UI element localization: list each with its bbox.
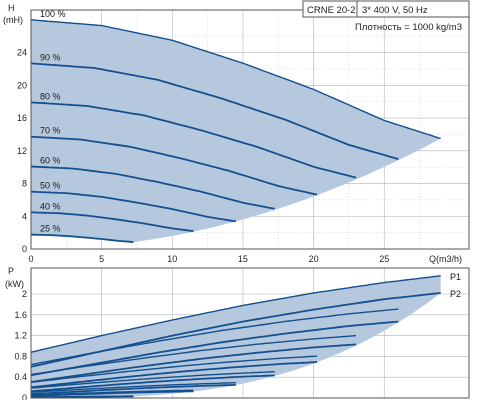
head-curve bbox=[31, 233, 134, 243]
head-y-tick-label: 16 bbox=[17, 113, 27, 123]
p2-curve bbox=[30, 320, 399, 377]
power-plot-frame bbox=[30, 267, 470, 399]
head-y-tick-label: 20 bbox=[17, 80, 27, 90]
p2-curve bbox=[30, 384, 236, 395]
x-tick-label: 25 bbox=[379, 254, 389, 264]
p2-curve bbox=[31, 395, 134, 399]
head-curve bbox=[30, 19, 441, 140]
x-tick-label: 20 bbox=[309, 254, 319, 264]
x-tick-label: 10 bbox=[167, 254, 177, 264]
power-y-tick-label: 2 bbox=[22, 289, 27, 299]
x-tick-label: 0 bbox=[28, 254, 33, 264]
head-y-tick-label: 12 bbox=[17, 146, 27, 156]
flow-axis-title: Q(m3/h) bbox=[429, 254, 462, 264]
speed-label: 70 % bbox=[40, 126, 61, 136]
head-axis-unit: (mH) bbox=[3, 15, 23, 25]
power-axis-unit: (kW) bbox=[5, 279, 24, 289]
p1-label: P1 bbox=[450, 272, 461, 282]
x-tick-label: 15 bbox=[238, 254, 248, 264]
power-axis-title: P bbox=[8, 266, 14, 276]
p2-curve bbox=[30, 343, 357, 383]
speed-label: 60 % bbox=[40, 156, 61, 166]
speed-label: 90 % bbox=[40, 52, 61, 62]
density-label: Плотность = 1000 kg/m3 bbox=[355, 22, 462, 33]
power-y-tick-label: 0.4 bbox=[14, 372, 27, 382]
p1-curve bbox=[30, 389, 194, 396]
speed-label: 40 % bbox=[40, 201, 61, 211]
head-curve bbox=[30, 190, 237, 223]
power-spec: 3* 400 V, 50 Hz bbox=[362, 5, 428, 16]
power-y-tick-label: 1.2 bbox=[14, 331, 27, 341]
p1-curve bbox=[30, 308, 399, 366]
head-axis-title: H bbox=[8, 3, 15, 13]
head-curve bbox=[30, 165, 275, 210]
info-box bbox=[302, 0, 470, 18]
head-curve bbox=[30, 101, 357, 179]
p2-curve bbox=[30, 361, 318, 389]
x-tick-label: 5 bbox=[99, 254, 104, 264]
speed-label: 50 % bbox=[40, 181, 61, 191]
head-curve bbox=[30, 62, 399, 160]
head-y-tick-label: 8 bbox=[22, 179, 27, 189]
p1-curve bbox=[30, 371, 275, 389]
p1-curve bbox=[30, 382, 236, 393]
p2-curve bbox=[30, 374, 275, 393]
p2-curve bbox=[30, 390, 194, 397]
p2-label: P2 bbox=[450, 289, 461, 299]
power-y-tick-label: 0.8 bbox=[14, 351, 27, 361]
head-y-tick-label: 4 bbox=[22, 211, 27, 221]
pump-model: CRNE 20-2 bbox=[307, 5, 356, 16]
p1-curve bbox=[30, 334, 357, 376]
power-y-tick-label: 0 bbox=[22, 393, 27, 400]
p1-curve bbox=[30, 275, 441, 353]
head-y-tick-label: 24 bbox=[17, 48, 27, 58]
head-y-tick-label: 0 bbox=[22, 244, 27, 254]
power-y-tick-label: 1.6 bbox=[14, 310, 27, 320]
head-plot-frame bbox=[30, 9, 470, 250]
speed-label: 25 % bbox=[40, 224, 61, 234]
p1-curve bbox=[30, 355, 318, 383]
speed-label: 80 % bbox=[40, 91, 61, 101]
head-curve bbox=[30, 211, 194, 232]
head-curve bbox=[30, 135, 318, 196]
speed-label: 100 % bbox=[40, 9, 66, 19]
